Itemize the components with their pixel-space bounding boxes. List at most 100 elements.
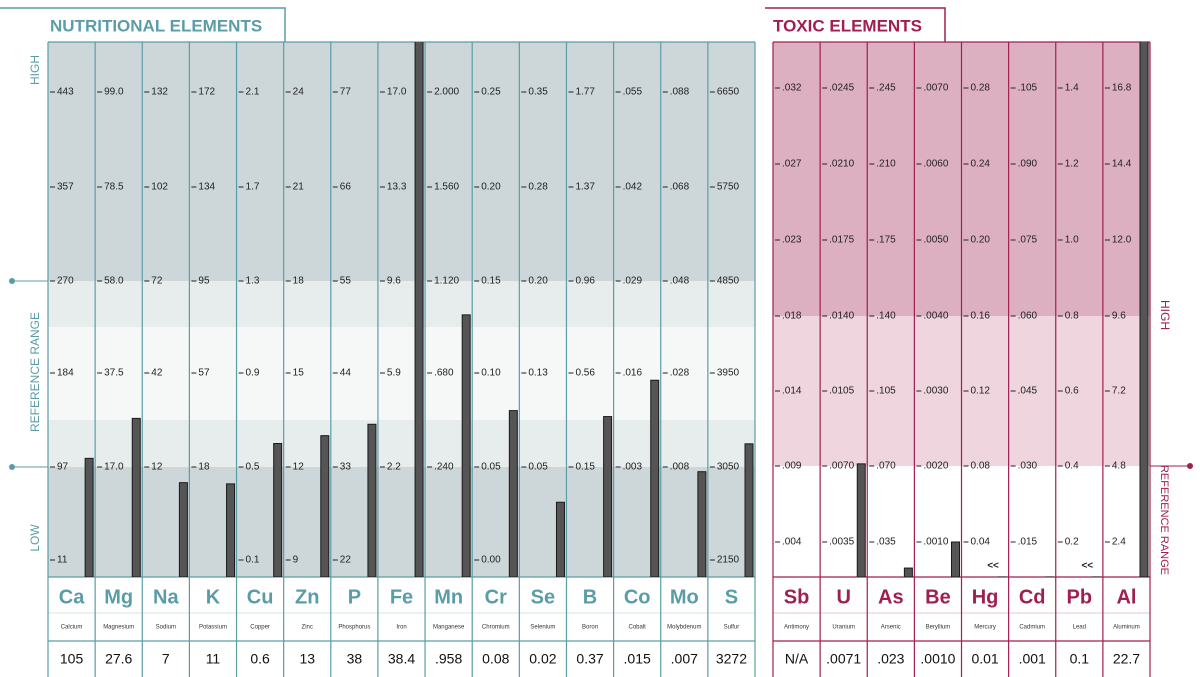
tick-label: 0.2 — [1065, 537, 1079, 548]
tick-label: 66 — [340, 182, 352, 193]
tick-label: 97 — [57, 462, 69, 473]
tick-label: 172 — [198, 87, 215, 98]
tick-label: .680 — [434, 368, 454, 379]
section-title: TOXIC ELEMENTS — [773, 16, 922, 35]
element-symbol: S — [725, 586, 738, 608]
element-name: Sulfur — [724, 625, 740, 631]
result-row — [48, 641, 755, 677]
tick-label: 17.0 — [104, 462, 124, 473]
tick-label: 0.13 — [528, 368, 548, 379]
tick-label: .029 — [623, 276, 643, 287]
bar — [320, 435, 330, 577]
tick-label: .030 — [1018, 461, 1038, 472]
tick-label: 12 — [151, 462, 163, 473]
element-symbol: Cu — [247, 586, 274, 608]
element-symbol: Be — [925, 586, 951, 608]
tick-label: 37.5 — [104, 368, 124, 379]
element-name: Chromium — [482, 625, 510, 631]
tick-label: 3950 — [717, 368, 740, 379]
tick-label: .015 — [1018, 537, 1038, 548]
tick-label: 184 — [57, 368, 74, 379]
element-name: Beryllium — [926, 625, 951, 631]
element-name: Mercury — [974, 625, 996, 631]
tick-label: .028 — [670, 368, 690, 379]
element-symbol: Zn — [295, 586, 319, 608]
bar — [461, 314, 471, 577]
element-symbol: Al — [1116, 586, 1136, 608]
tick-label: 0.8 — [1065, 311, 1079, 322]
tick-label: 134 — [198, 182, 215, 193]
tick-label: 9.6 — [387, 276, 401, 287]
backgrounds — [48, 42, 1150, 677]
element-symbol: Ca — [59, 586, 85, 608]
bar — [178, 482, 188, 577]
band — [48, 281, 755, 327]
bar — [744, 443, 754, 577]
range-dot — [9, 278, 15, 284]
tick-label: 12.0 — [1112, 235, 1132, 246]
tick-label: 22 — [340, 555, 352, 566]
tick-label: 33 — [340, 462, 352, 473]
tick-label: 17.0 — [387, 87, 407, 98]
element-symbol: Cr — [485, 586, 507, 608]
tick-label: .023 — [782, 235, 802, 246]
tick-label: 6650 — [717, 87, 740, 98]
tick-label: 0.20 — [528, 276, 548, 287]
tick-label: .0210 — [829, 159, 854, 170]
tick-label: 2150 — [717, 555, 740, 566]
tick-label: 12 — [293, 462, 305, 473]
tick-label: 0.15 — [575, 462, 595, 473]
tick-label: 0.12 — [971, 386, 991, 397]
result-value: .0071 — [826, 651, 861, 667]
tick-label: 55 — [340, 276, 352, 287]
range-dot — [9, 464, 15, 470]
bar — [998, 576, 1008, 577]
tick-label: .105 — [876, 386, 896, 397]
tick-label: 2.000 — [434, 87, 459, 98]
element-symbol: B — [583, 586, 597, 608]
tick-label: .014 — [782, 386, 802, 397]
tick-label: 0.28 — [971, 83, 991, 94]
tick-label: 11 — [57, 555, 68, 566]
tick-label: .027 — [782, 159, 802, 170]
tick-label: 0.10 — [481, 368, 501, 379]
result-value: 105 — [60, 651, 84, 667]
bar — [414, 42, 424, 577]
element-symbol: Pb — [1067, 586, 1093, 608]
tick-label: 0.1 — [246, 555, 260, 566]
tick-label: 0.9 — [246, 368, 260, 379]
tick-label: 9.6 — [1112, 311, 1126, 322]
tick-label: 0.6 — [1065, 386, 1079, 397]
tick-label: 1.2 — [1065, 159, 1079, 170]
tick-label: 99.0 — [104, 87, 124, 98]
bar — [226, 483, 236, 577]
bar — [856, 463, 866, 577]
tick-label: 72 — [151, 276, 163, 287]
element-name: Lead — [1073, 625, 1086, 631]
columns: 1197184270357443CaCalcium10517.037.558.0… — [47, 41, 1151, 677]
element-name: Cadmium — [1019, 625, 1045, 631]
tick-label: .004 — [782, 537, 802, 548]
axis-label: LOW — [28, 524, 42, 552]
tick-label: .175 — [876, 235, 896, 246]
bar — [508, 410, 518, 577]
below-range-marker: << — [1081, 561, 1093, 572]
result-value: .001 — [1019, 651, 1046, 667]
result-value: N/A — [785, 651, 809, 667]
result-value: .015 — [624, 651, 651, 667]
tick-label: 0.24 — [971, 159, 991, 170]
tick-label: 1.37 — [575, 182, 595, 193]
bar — [603, 416, 613, 577]
element-symbol: Se — [531, 586, 555, 608]
tick-label: 14.4 — [1112, 159, 1132, 170]
result-value: 38.4 — [388, 651, 415, 667]
tick-label: 44 — [340, 368, 352, 379]
result-value: 22.7 — [1113, 651, 1140, 667]
tick-label: 2.1 — [246, 87, 260, 98]
tick-label: 21 — [293, 182, 305, 193]
element-symbol: Sb — [784, 586, 810, 608]
axis-label: HIGH — [28, 55, 42, 85]
tick-label: 270 — [57, 276, 74, 287]
element-name: Antimony — [784, 625, 809, 631]
